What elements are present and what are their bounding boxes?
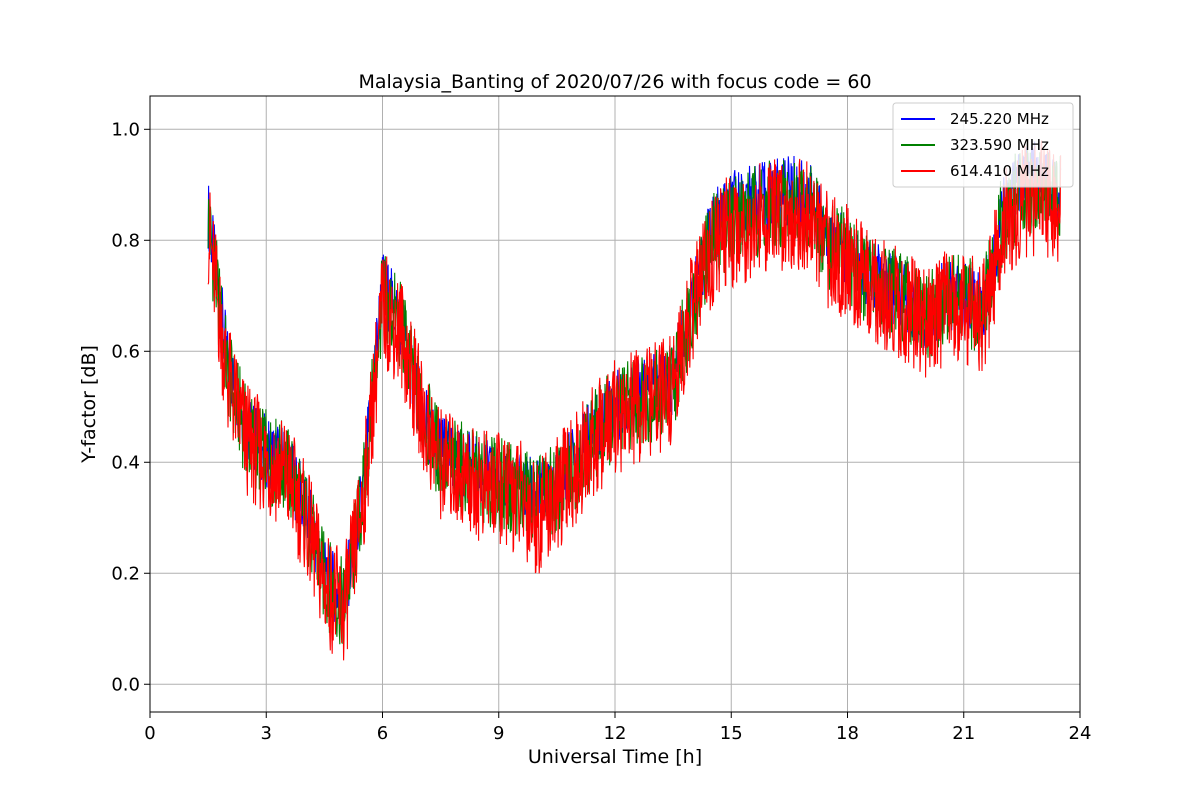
series-3 (207, 140, 1062, 661)
chart-title: Malaysia_Banting of 2020/07/26 with focu… (358, 71, 871, 93)
legend-label: 323.590 MHz (950, 136, 1049, 154)
y-tick-label: 0.4 (111, 452, 140, 473)
y-axis: 0.0 0.2 0.4 0.6 0.8 1.0 (111, 119, 150, 695)
x-tick-label: 21 (952, 723, 975, 744)
x-tick-label: 18 (836, 723, 859, 744)
y-tick-label: 0.6 (111, 341, 140, 362)
x-tick-label: 24 (1069, 723, 1092, 744)
y-axis-label: Y-factor [dB] (78, 345, 100, 464)
series-line (207, 140, 1062, 661)
legend-label: 245.220 MHz (950, 110, 1049, 128)
y-tick-label: 0.2 (111, 563, 140, 584)
x-tick-label: 12 (604, 723, 627, 744)
series-layer (207, 140, 1062, 661)
legend-box (892, 102, 1074, 188)
legend-label: 614.410 MHz (950, 162, 1049, 180)
x-tick-label: 0 (144, 723, 155, 744)
x-axis: 0 3 6 9 12 15 18 21 24 (144, 712, 1091, 744)
y-tick-label: 0.0 (111, 674, 140, 695)
x-tick-label: 3 (261, 723, 272, 744)
x-tick-label: 9 (493, 723, 504, 744)
x-tick-label: 15 (720, 723, 743, 744)
x-axis-label: Universal Time [h] (528, 746, 702, 768)
x-tick-label: 6 (377, 723, 388, 744)
legend: 245.220 MHz 323.590 MHz 614.410 MHz (892, 102, 1074, 188)
y-tick-label: 0.8 (111, 230, 140, 251)
y-tick-label: 1.0 (111, 119, 140, 140)
